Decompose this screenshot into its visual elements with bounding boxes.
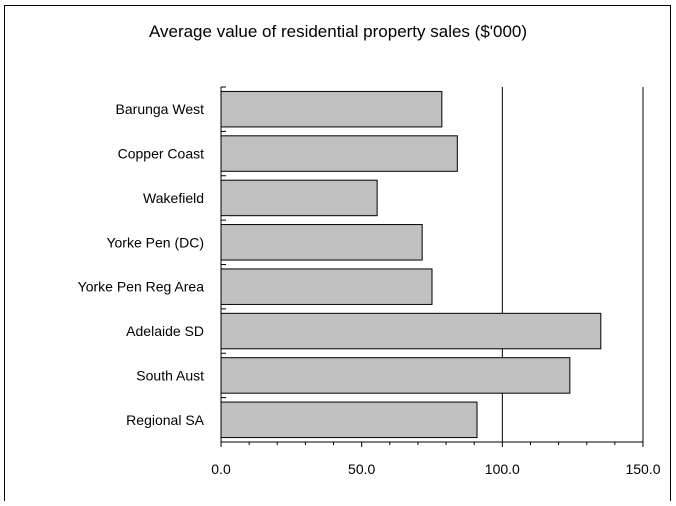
bar — [220, 179, 378, 217]
x-tick-label: 50.0 — [348, 461, 375, 477]
category-label: Yorke Pen Reg Area — [78, 279, 205, 295]
category-label: Copper Coast — [118, 146, 204, 162]
bar — [220, 268, 433, 305]
x-tick-label: 100.0 — [485, 461, 520, 477]
bar — [220, 90, 443, 128]
bar — [220, 224, 423, 261]
bars — [220, 90, 602, 439]
bar — [220, 312, 602, 350]
category-label: Adelaide SD — [126, 323, 204, 339]
category-label: Wakefield — [143, 190, 204, 206]
category-label: Regional SA — [126, 412, 204, 428]
x-tick-label: 150.0 — [625, 461, 660, 477]
x-tick-labels: 0.0 50.0 100.0 150.0 — [211, 461, 660, 477]
bar — [220, 357, 571, 394]
category-label: Yorke Pen (DC) — [106, 234, 204, 250]
category-label: South Aust — [136, 367, 204, 383]
x-tick-label: 0.0 — [211, 461, 231, 477]
category-labels: Barunga West Copper Coast Wakefield Yorke P… — [78, 101, 205, 428]
bar — [220, 401, 478, 439]
chart-frame — [4, 5, 671, 501]
axes — [220, 86, 644, 447]
chart-title: Average value of residential property sa… — [148, 22, 528, 41]
bar — [220, 135, 458, 172]
category-label: Barunga West — [116, 101, 205, 117]
